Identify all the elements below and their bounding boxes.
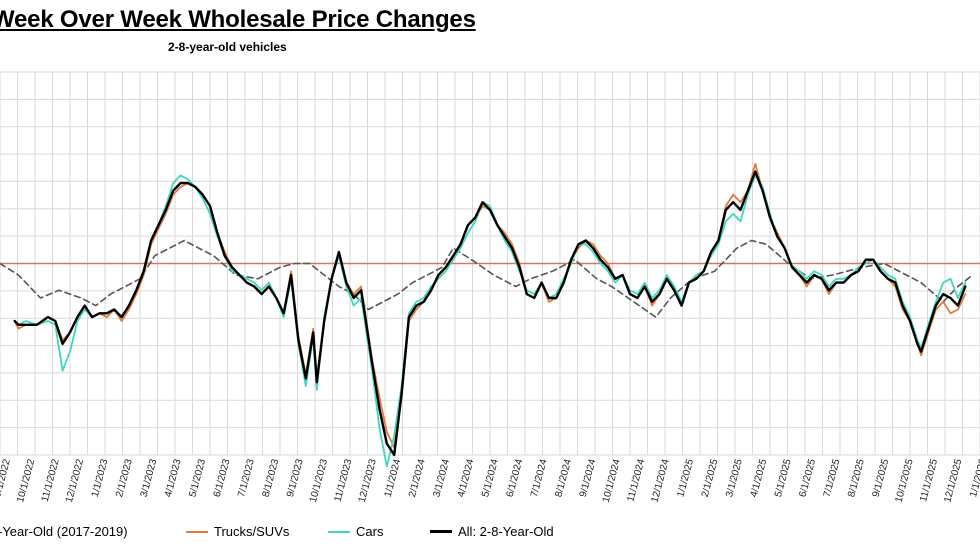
x-tick-label: 2/1/2024 bbox=[407, 458, 428, 499]
x-tick-label: 10/1/2022 bbox=[15, 458, 37, 504]
legend-label-all: All: 2-8-Year-Old bbox=[458, 524, 554, 539]
x-tick-label: 4/1/2025 bbox=[749, 458, 770, 499]
x-tick-label: 3/1/2023 bbox=[139, 458, 160, 499]
chart-title: Week Over Week Wholesale Price Changes bbox=[0, 6, 476, 33]
x-tick-label: 11/1/2024 bbox=[625, 458, 647, 504]
legend-item-cars: Cars bbox=[328, 524, 383, 539]
x-tick-label: 10/1/2023 bbox=[308, 458, 330, 504]
legend-swatch-all bbox=[430, 530, 452, 533]
x-tick-label: 10/1/2024 bbox=[601, 458, 623, 504]
x-tick-label: 7/1/2023 bbox=[236, 458, 257, 499]
x-tick-label: 5/1/2024 bbox=[480, 458, 501, 499]
x-tick-label: 9/1/2024 bbox=[578, 458, 599, 499]
x-tick-label: 6/1/2025 bbox=[797, 458, 818, 499]
x-tick-label: 12/1/2022 bbox=[64, 458, 86, 504]
legend-label-avg: -Year-Old (2017-2019) bbox=[0, 524, 128, 539]
x-tick-label: 5/1/2023 bbox=[187, 458, 208, 499]
x-tick-label: 6/1/2024 bbox=[505, 458, 526, 499]
x-tick-label: 8/1/2024 bbox=[553, 458, 574, 499]
x-tick-label: 12/1/2025 bbox=[942, 458, 964, 504]
line-chart: 9/1/2022 10/1/2022 11/1/2022 12/1/2022 1/1/2… bbox=[0, 71, 980, 504]
x-tick-label: 9/1/2025 bbox=[871, 458, 892, 499]
legend-item-all: All: 2-8-Year-Old bbox=[430, 524, 554, 539]
legend-label-cars: Cars bbox=[356, 524, 384, 539]
x-tick-label: 1/1/2023 bbox=[90, 458, 111, 499]
x-tick-label: 5/1/2025 bbox=[773, 458, 794, 499]
x-tick-label: 1/1/2026 bbox=[968, 458, 980, 499]
x-tick-label: 7/1/2024 bbox=[529, 458, 550, 499]
x-tick-label: 12/1/2023 bbox=[357, 458, 379, 504]
x-tick-label: 8/1/2025 bbox=[846, 458, 867, 499]
x-tick-label: 9/1/2022 bbox=[0, 458, 13, 499]
x-tick-label: 3/1/2024 bbox=[431, 458, 452, 499]
x-tick-label: 4/1/2024 bbox=[456, 458, 477, 499]
x-tick-label: 2/1/2023 bbox=[114, 458, 135, 499]
series-line-cars bbox=[13, 174, 967, 468]
x-tick-label: 9/1/2023 bbox=[285, 458, 306, 499]
series-line-all bbox=[13, 170, 967, 457]
x-tick-label: 4/1/2023 bbox=[163, 458, 184, 499]
series-line-avg bbox=[0, 239, 974, 318]
x-tick-label: 2/1/2025 bbox=[700, 458, 721, 499]
x-tick-label: 7/1/2025 bbox=[822, 458, 843, 499]
x-tick-label: 11/1/2022 bbox=[40, 458, 62, 504]
x-tick-label: 10/1/2025 bbox=[894, 458, 916, 504]
legend-item-trucks: Trucks/SUVs bbox=[186, 524, 289, 539]
chart-legend: -Year-Old (2017-2019) Trucks/SUVs Cars All:… bbox=[0, 520, 980, 548]
legend-label-trucks: Trucks/SUVs bbox=[214, 524, 290, 539]
x-tick-label: 8/1/2023 bbox=[261, 458, 282, 499]
legend-swatch-cars bbox=[328, 530, 350, 533]
x-tick-label: 3/1/2025 bbox=[724, 458, 745, 499]
x-tick-label: 1/1/2025 bbox=[675, 458, 696, 499]
legend-swatch-trucks bbox=[186, 530, 208, 533]
x-tick-label: 6/1/2023 bbox=[212, 458, 233, 499]
x-tick-label: 11/1/2025 bbox=[918, 458, 940, 504]
chart-subtitle: 2-8-year-old vehicles bbox=[168, 40, 287, 54]
legend-item-avg: -Year-Old (2017-2019) bbox=[0, 524, 128, 539]
x-tick-label: 12/1/2024 bbox=[650, 458, 672, 504]
x-tick-label: 11/1/2023 bbox=[333, 458, 355, 504]
